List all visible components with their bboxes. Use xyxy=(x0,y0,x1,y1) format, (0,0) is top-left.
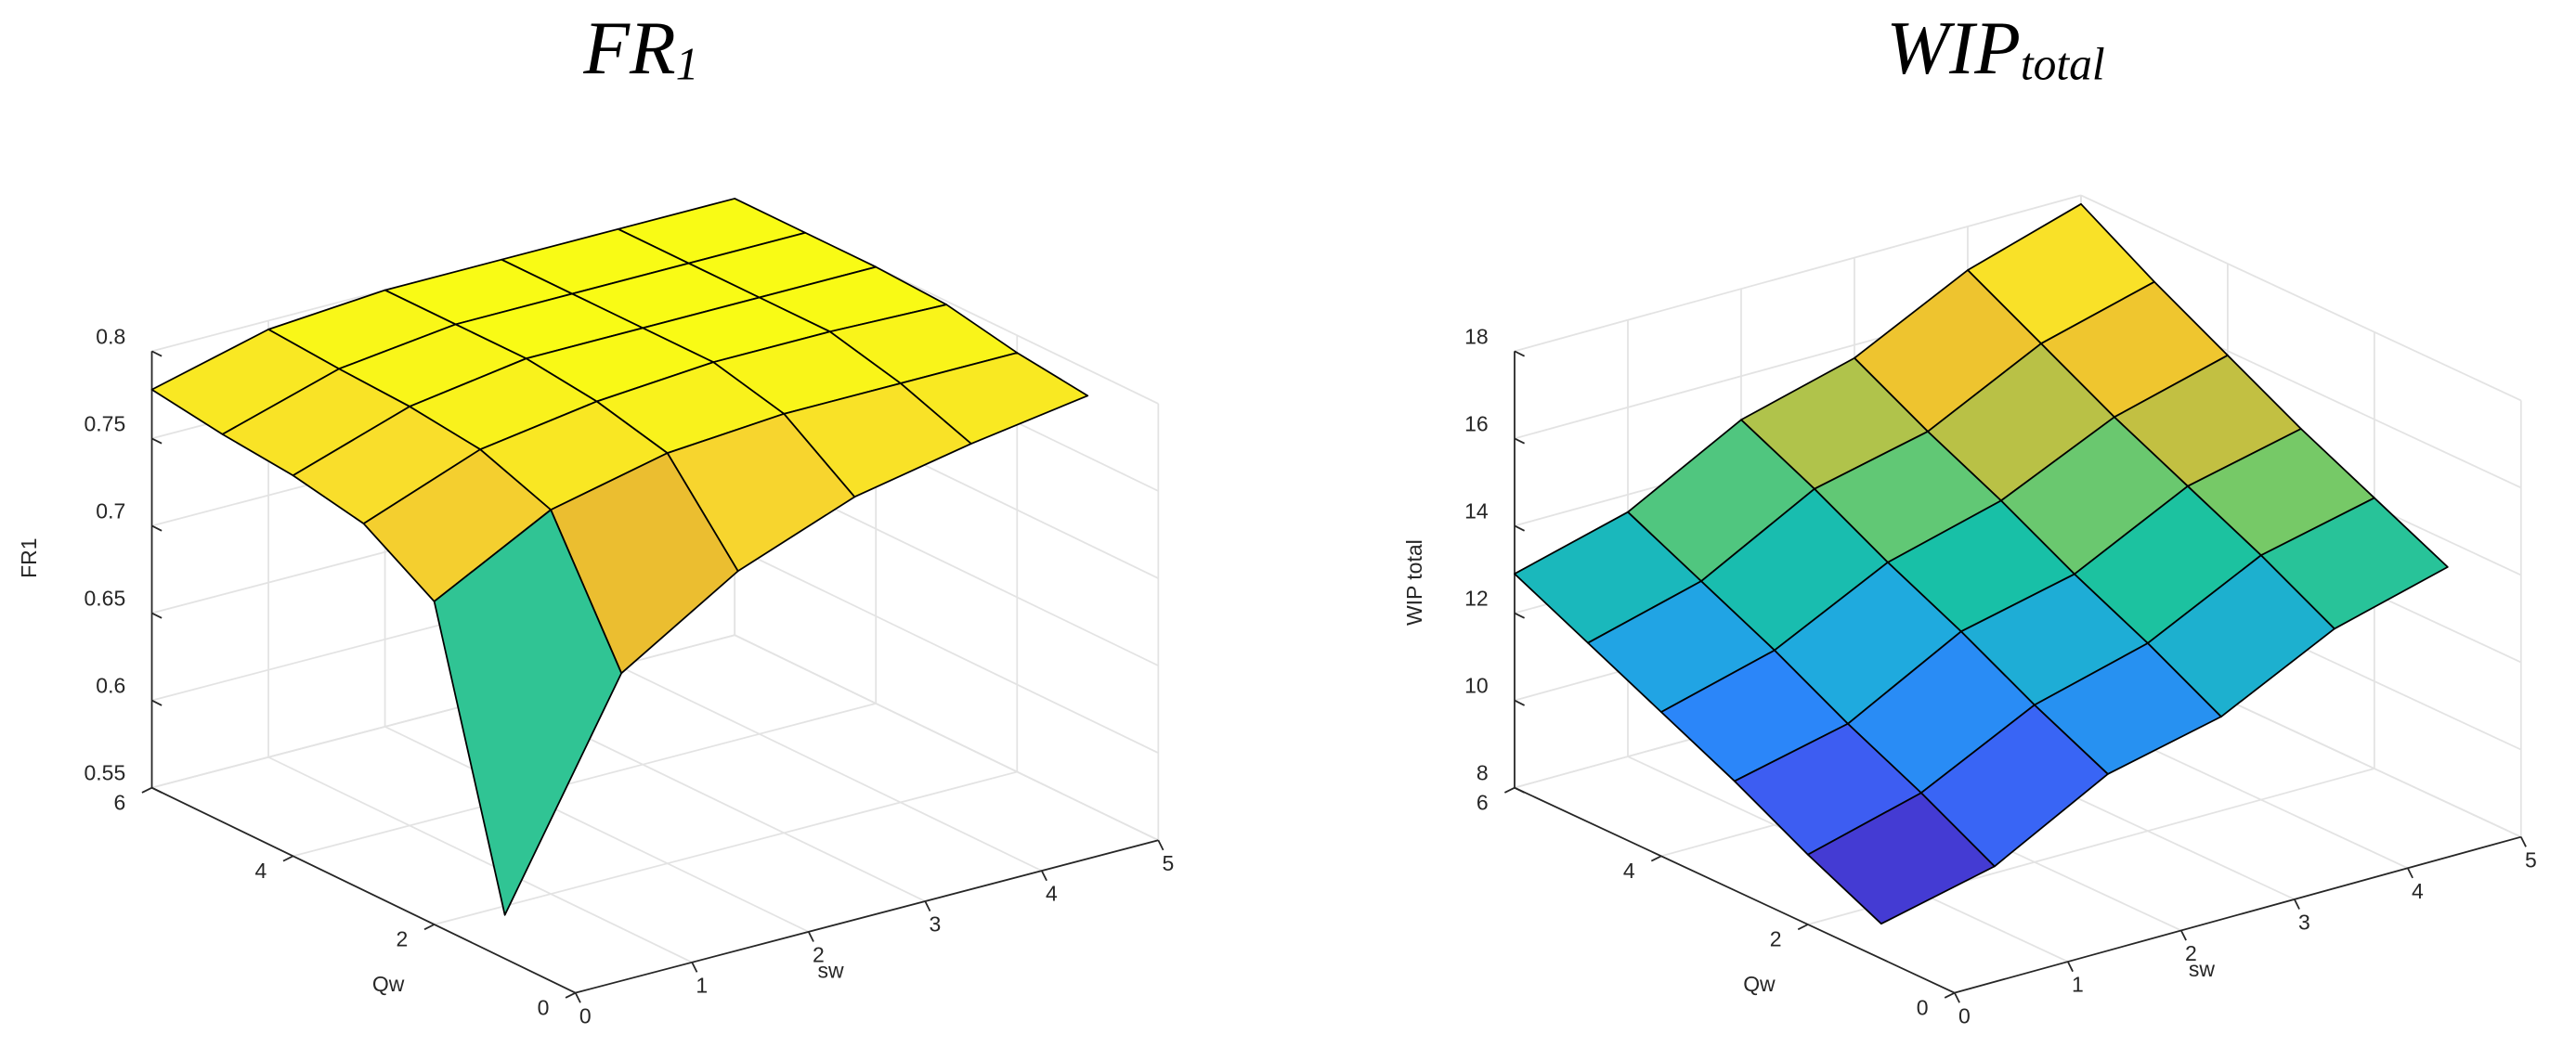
y-axis-label: Qw xyxy=(1743,972,1776,996)
z-tick-label: 0.6 xyxy=(96,674,125,698)
x-tick-label: 4 xyxy=(2412,879,2424,903)
tick-mark xyxy=(1514,524,1525,532)
chart-title: FR1 xyxy=(582,6,698,90)
y-tick-label: 6 xyxy=(113,790,125,814)
axis-line xyxy=(151,786,577,994)
tick-mark xyxy=(2180,930,2187,941)
z-tick-label: 8 xyxy=(1477,761,1489,785)
axis-line xyxy=(575,839,1159,994)
tick-mark xyxy=(1954,992,1960,1003)
tick-mark xyxy=(807,931,814,942)
y-tick-label: 4 xyxy=(255,859,267,883)
x-tick-label: 0 xyxy=(579,1003,592,1028)
z-tick-label: 0.65 xyxy=(85,586,126,610)
grid-line xyxy=(151,634,735,789)
title-main: WIP xyxy=(1886,6,2020,90)
tick-mark xyxy=(1514,350,1525,357)
x-tick-label: 3 xyxy=(929,912,941,937)
chart-title: WIPtotal xyxy=(1886,6,2104,90)
z-tick-label: 0.7 xyxy=(96,498,125,523)
y-tick-label: 6 xyxy=(1477,790,1489,814)
z-tick-label: 0.8 xyxy=(96,324,125,348)
tick-mark xyxy=(1514,699,1525,706)
x-axis-label: sw xyxy=(2189,957,2215,981)
tick-mark xyxy=(2407,867,2413,879)
title-sub: total xyxy=(2021,39,2105,90)
grid-line xyxy=(734,634,1159,842)
tick-mark xyxy=(1797,924,1809,931)
tick-mark xyxy=(151,524,163,532)
grid-line xyxy=(2080,194,2522,402)
tick-mark xyxy=(565,991,577,999)
x-tick-label: 1 xyxy=(2072,973,2084,997)
axis-line xyxy=(1514,786,1956,994)
y-tick-label: 4 xyxy=(1623,859,1635,883)
axis-line xyxy=(1954,835,2522,994)
tick-mark xyxy=(151,350,163,357)
z-tick-label: 0.55 xyxy=(85,761,126,785)
tick-mark xyxy=(423,924,436,931)
z-tick-label: 0.75 xyxy=(85,411,126,435)
y-tick-label: 2 xyxy=(397,927,409,951)
tick-mark xyxy=(2519,836,2527,847)
surface-chart: FR101234502460.550.60.650.70.750.8swQwFR… xyxy=(17,6,1175,1028)
tick-mark xyxy=(1514,612,1525,619)
grid-line xyxy=(384,726,810,933)
y-tick-label: 2 xyxy=(1770,927,1782,951)
tick-mark xyxy=(282,855,293,862)
grid-line xyxy=(267,756,693,963)
tick-mark xyxy=(574,992,581,1003)
tick-mark xyxy=(151,437,163,445)
tick-mark xyxy=(2294,898,2300,910)
z-tick-label: 12 xyxy=(1464,586,1489,610)
grid-line xyxy=(1514,194,2082,353)
y-tick-label: 0 xyxy=(538,995,550,1019)
z-tick-label: 14 xyxy=(1464,498,1489,523)
surface-face xyxy=(433,509,623,916)
tick-mark xyxy=(1650,855,1662,862)
tick-mark xyxy=(1503,786,1516,794)
tick-mark xyxy=(2067,961,2074,973)
z-tick-label: 10 xyxy=(1464,674,1489,698)
x-tick-label: 5 xyxy=(2525,847,2537,872)
grid-line xyxy=(434,770,1018,925)
title-main: FR xyxy=(582,6,675,90)
y-axis-label: Qw xyxy=(372,972,405,996)
tick-mark xyxy=(924,900,931,912)
z-axis-label: FR1 xyxy=(17,537,41,577)
z-axis-label: WIP total xyxy=(1402,539,1426,626)
tick-mark xyxy=(151,699,163,706)
grid-line xyxy=(618,665,1043,872)
x-tick-label: 0 xyxy=(1958,1003,1971,1028)
tick-mark xyxy=(1514,437,1525,445)
tick-mark xyxy=(691,962,698,973)
x-tick-label: 2 xyxy=(813,942,825,966)
title-sub: 1 xyxy=(676,39,699,90)
grid-line xyxy=(293,703,877,858)
x-tick-label: 3 xyxy=(2298,910,2310,934)
tick-mark xyxy=(1041,870,1047,882)
x-tick-label: 5 xyxy=(1163,851,1175,875)
x-tick-label: 2 xyxy=(2185,941,2197,965)
grid-line xyxy=(734,547,1159,754)
x-axis-label: sw xyxy=(818,959,844,983)
tick-mark xyxy=(151,786,163,794)
tick-mark xyxy=(151,612,163,619)
tick-mark xyxy=(1944,991,1956,999)
tick-mark xyxy=(141,786,152,794)
z-tick-label: 18 xyxy=(1464,324,1489,348)
x-tick-label: 1 xyxy=(696,973,708,997)
y-tick-label: 0 xyxy=(1917,995,1929,1019)
z-tick-label: 16 xyxy=(1464,411,1489,435)
surface-face xyxy=(1806,792,1996,925)
tick-mark xyxy=(1514,786,1525,794)
x-tick-label: 4 xyxy=(1046,882,1058,906)
tick-mark xyxy=(1157,839,1164,851)
